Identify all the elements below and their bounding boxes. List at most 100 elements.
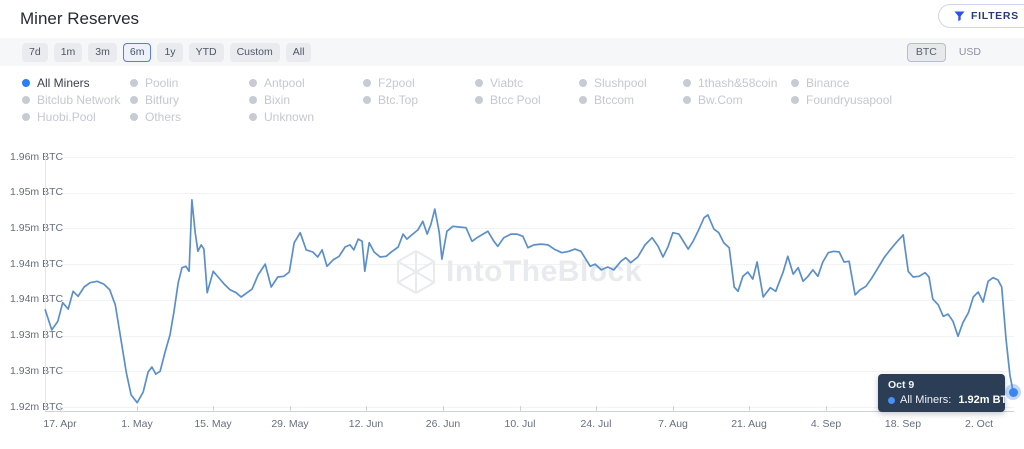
legend-column: Slushpool Btccom bbox=[579, 74, 683, 125]
legend-item-others[interactable]: Others bbox=[130, 108, 249, 125]
y-axis-line bbox=[45, 152, 46, 411]
all-miners-line bbox=[44, 199, 1015, 404]
legend-item-label: Bw.Com bbox=[698, 92, 743, 107]
legend-column: F2pool Btc.Top bbox=[363, 74, 475, 125]
legend-item-bw-com[interactable]: Bw.Com bbox=[683, 91, 791, 108]
y-axis-label: 1.95m BTC bbox=[10, 222, 64, 234]
range-tab-custom[interactable]: Custom bbox=[229, 43, 280, 62]
x-axis-label: 24. Jul bbox=[580, 418, 612, 430]
legend-column: Binance Foundryusapool bbox=[791, 74, 911, 125]
legend-column: All Miners Bitclub Network Huobi.Pool bbox=[22, 74, 130, 125]
legend-item-label: All Miners bbox=[37, 75, 90, 90]
range-tab-all[interactable]: All bbox=[285, 43, 312, 62]
miner-legend: All Miners Bitclub Network Huobi.Pool Pooli… bbox=[22, 74, 911, 125]
legend-item-label: Others bbox=[145, 109, 182, 124]
gridline bbox=[45, 193, 1014, 194]
range-tab-1y[interactable]: 1y bbox=[157, 43, 183, 62]
legend-item-btccom[interactable]: Btccom bbox=[579, 91, 683, 108]
y-axis-label: 1.94m BTC bbox=[10, 293, 64, 305]
legend-item-slushpool[interactable]: Slushpool bbox=[579, 74, 683, 91]
tooltip-series-dot-icon bbox=[888, 396, 895, 404]
x-axis-label: 17. Apr bbox=[43, 418, 77, 430]
legend-item-poolin[interactable]: Poolin bbox=[130, 74, 249, 91]
x-axis-line bbox=[45, 411, 1014, 412]
unit-toggle-btc[interactable]: BTC bbox=[906, 43, 946, 62]
legend-dot-icon bbox=[475, 95, 483, 104]
legend-dot-icon bbox=[130, 112, 138, 121]
legend-item-label: Bitclub Network bbox=[37, 92, 121, 107]
y-axis-label: 1.96m BTC bbox=[10, 151, 64, 163]
legend-item-viabtc[interactable]: Viabtc bbox=[475, 74, 579, 91]
x-axis-tick bbox=[903, 406, 904, 411]
x-axis-tick bbox=[213, 406, 214, 411]
legend-item-label: Btccom bbox=[594, 92, 635, 107]
toolbar: 7d 1m 3m 6m 1y YTD Custom All BTC USD bbox=[0, 38, 1024, 66]
range-tab-3m[interactable]: 3m bbox=[88, 43, 117, 62]
watermark: IntoTheBlock bbox=[396, 250, 642, 294]
legend-item-all-miners[interactable]: All Miners bbox=[22, 74, 130, 91]
legend-item-foundryusapool[interactable]: Foundryusapool bbox=[791, 91, 911, 108]
x-axis-label: 7. Aug bbox=[658, 418, 688, 430]
range-tabs: 7d 1m 3m 6m 1y YTD Custom All bbox=[22, 43, 312, 62]
gridline bbox=[45, 407, 1014, 408]
x-axis-label: 4. Sep bbox=[810, 418, 842, 430]
legend-dot-icon bbox=[22, 112, 30, 121]
filters-button[interactable]: FILTERS bbox=[938, 4, 1024, 28]
hover-point-halo bbox=[1005, 384, 1021, 400]
legend-item-label: Unknown bbox=[264, 109, 315, 124]
legend-dot-icon bbox=[249, 95, 257, 104]
legend-item-label: Viabtc bbox=[490, 75, 524, 90]
x-axis-tick bbox=[673, 406, 674, 411]
range-tab-ytd[interactable]: YTD bbox=[188, 43, 224, 62]
x-axis-label: 15. May bbox=[194, 418, 232, 430]
range-tab-1m[interactable]: 1m bbox=[53, 43, 83, 62]
range-tab-6m[interactable]: 6m bbox=[122, 43, 152, 62]
legend-item-huobi-pool[interactable]: Huobi.Pool bbox=[22, 108, 130, 125]
tooltip-row: All Miners: 1.92m BTC bbox=[888, 394, 1015, 406]
filter-funnel-icon bbox=[954, 10, 965, 21]
x-axis-tick bbox=[520, 406, 521, 411]
legend-item-antpool[interactable]: Antpool bbox=[249, 74, 363, 91]
filters-button-label: FILTERS bbox=[971, 10, 1019, 22]
legend-dot-icon bbox=[683, 78, 691, 87]
legend-dot-icon bbox=[791, 78, 799, 87]
x-axis-label: 12. Jun bbox=[348, 418, 384, 430]
x-axis-tick bbox=[749, 406, 750, 411]
legend-item-btcc-pool[interactable]: Btcc Pool bbox=[475, 91, 579, 108]
y-axis-label: 1.93m BTC bbox=[10, 329, 64, 341]
legend-item-label: Poolin bbox=[145, 75, 179, 90]
tooltip-date: Oct 9 bbox=[888, 379, 915, 391]
legend-dot-icon bbox=[22, 95, 30, 104]
x-axis-tick bbox=[60, 406, 61, 411]
legend-item-label: Binance bbox=[806, 75, 850, 90]
x-axis-label: 2. Oct bbox=[964, 418, 993, 430]
legend-dot-icon bbox=[579, 78, 587, 87]
intotheblock-logo-icon bbox=[397, 250, 435, 294]
legend-dot-icon bbox=[579, 95, 587, 104]
range-tab-7d[interactable]: 7d bbox=[22, 43, 48, 62]
legend-item-bitfury[interactable]: Bitfury bbox=[130, 91, 249, 108]
legend-item-unknown[interactable]: Unknown bbox=[249, 108, 363, 125]
gridline bbox=[45, 228, 1014, 229]
x-axis-label: 1. May bbox=[121, 418, 153, 430]
legend-item-f2pool[interactable]: F2pool bbox=[363, 74, 475, 91]
legend-column: Poolin Bitfury Others bbox=[130, 74, 249, 125]
x-axis-label: 29. May bbox=[271, 418, 309, 430]
legend-item-btc-top[interactable]: Btc.Top bbox=[363, 91, 475, 108]
tooltip-value: 1.92m BTC bbox=[958, 394, 1016, 406]
legend-item-binance[interactable]: Binance bbox=[791, 74, 911, 91]
legend-item-label: Btcc Pool bbox=[490, 92, 541, 107]
legend-dot-icon bbox=[475, 78, 483, 87]
legend-item-bitclub-network[interactable]: Bitclub Network bbox=[22, 91, 130, 108]
legend-item-bixin[interactable]: Bixin bbox=[249, 91, 363, 108]
y-axis-label: 1.93m BTC bbox=[10, 365, 64, 377]
hover-point-marker[interactable] bbox=[1009, 388, 1018, 397]
x-axis-tick bbox=[826, 406, 827, 411]
legend-item-1thash-58coin[interactable]: 1thash&58coin bbox=[683, 74, 791, 91]
x-axis-tick bbox=[137, 406, 138, 411]
legend-dot-icon bbox=[363, 95, 371, 104]
unit-toggle-usd[interactable]: USD bbox=[958, 46, 981, 58]
legend-item-label: F2pool bbox=[378, 75, 415, 90]
legend-dot-icon bbox=[363, 78, 371, 87]
